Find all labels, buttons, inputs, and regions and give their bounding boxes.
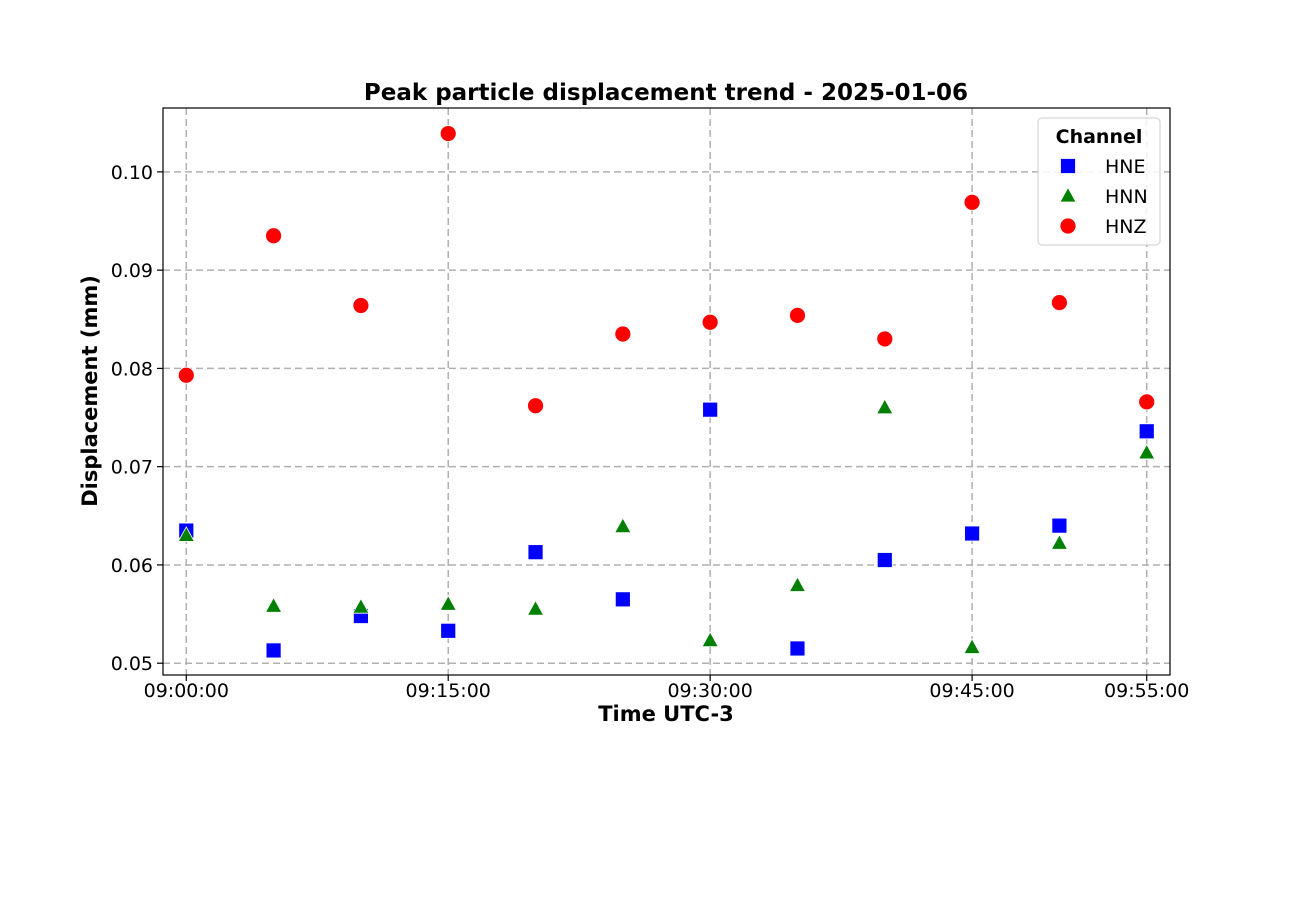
legend-entry-hne: HNE (1060, 156, 1146, 178)
data-point-hnz (352, 297, 370, 314)
data-point-hne (1138, 423, 1155, 440)
marks-layer (177, 125, 1156, 659)
y-tick-label: 0.08 (111, 358, 153, 380)
data-point-hnz (439, 125, 457, 142)
data-point-hnz (701, 313, 719, 331)
legend-box (1037, 117, 1161, 246)
y-tick-label: 0.07 (111, 457, 153, 479)
data-point-hnz (265, 227, 282, 245)
data-point-hnn (352, 597, 370, 614)
data-point-hne (876, 552, 893, 568)
legend-label: HNZ (1105, 216, 1147, 238)
data-point-hne (265, 642, 282, 659)
data-point-hnn (526, 599, 545, 616)
legend-marker-hne (1060, 158, 1076, 174)
legend-label: HNN (1105, 186, 1148, 208)
x-tick-label: 09:45:00 (929, 680, 1014, 702)
y-tick-label: 0.10 (111, 162, 153, 184)
legend-label: HNE (1105, 156, 1146, 178)
x-tick-label: 09:30:00 (667, 680, 752, 702)
legend-entry-hnz: HNZ (1059, 216, 1147, 238)
y-tick-label: 0.05 (111, 653, 153, 675)
data-point-hnn (1050, 533, 1069, 550)
data-point-hnz (1051, 294, 1068, 311)
data-point-hne (789, 640, 806, 657)
data-point-hnn (963, 638, 981, 654)
data-point-hnn (614, 517, 632, 534)
data-point-hnn (439, 594, 457, 611)
legend-title: Channel (1056, 126, 1143, 148)
data-point-hnz (177, 366, 195, 384)
data-point-hnz (1138, 393, 1156, 411)
data-point-hnz (614, 325, 632, 343)
data-point-hnz (876, 330, 894, 348)
legend-marker-hnz (1059, 217, 1077, 235)
y-axis-label: Displacement (mm) (78, 275, 102, 507)
data-point-hnn (788, 576, 807, 592)
series-hnn (177, 398, 1156, 654)
data-point-hne (702, 401, 719, 418)
data-point-hnn (177, 526, 195, 542)
data-point-hne (440, 622, 457, 639)
data-point-hnz (527, 397, 544, 415)
axes-layer: 09:00:00 09:15:00 09:30:00 09:45:00 09:55:00… (111, 162, 1190, 702)
data-point-hne (527, 544, 544, 561)
data-point-hne (964, 525, 980, 542)
legend-entry-hnn: HNN (1059, 186, 1148, 208)
data-point-hnz (789, 306, 806, 324)
x-tick-label: 09:55:00 (1104, 680, 1189, 702)
x-tick-label: 09:15:00 (406, 680, 491, 702)
plot-area-frame (162, 107, 1171, 676)
x-axis-label: Time UTC-3 (598, 702, 734, 726)
data-point-hnz (963, 193, 981, 211)
data-point-hnn (264, 596, 283, 613)
legend-marker-hnn (1059, 186, 1077, 203)
data-point-hnn (701, 631, 719, 648)
y-tick-label: 0.09 (111, 260, 153, 282)
data-point-hnn (1138, 443, 1156, 460)
data-point-hne (614, 591, 631, 608)
x-tick-label: 09:00:00 (144, 680, 229, 702)
series-hnz (177, 125, 1156, 415)
legend: Channel HNE HNN HNZ (1037, 117, 1161, 246)
y-tick-label: 0.06 (111, 555, 153, 577)
chart-title: Peak particle displacement trend - 2025-… (364, 80, 968, 106)
data-point-hne (1051, 517, 1068, 534)
data-point-hnn (876, 398, 894, 415)
